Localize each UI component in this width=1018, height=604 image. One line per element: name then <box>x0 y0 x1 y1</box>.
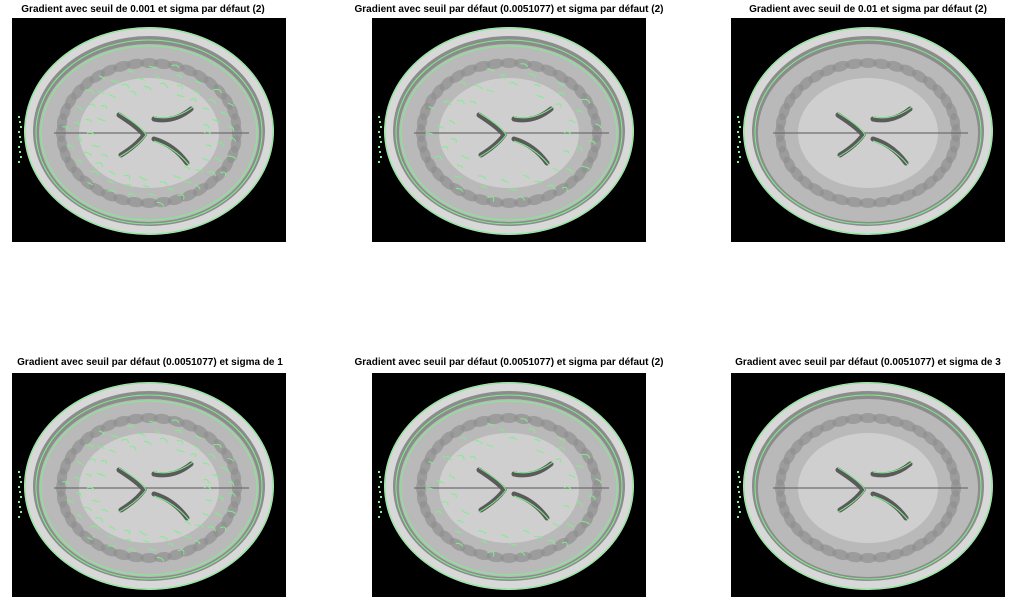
panel-title: Gradient avec seuil par défaut (0.005107… <box>17 357 283 368</box>
edge-overlay <box>743 382 993 590</box>
edge-overlay <box>384 27 634 235</box>
panel-title: Gradient avec seuil par défaut (0.005107… <box>354 357 664 368</box>
brain-mri-image <box>372 18 646 242</box>
edge-overlay <box>384 382 634 590</box>
brain-mri-image <box>731 373 1005 597</box>
edge-overlay <box>743 27 993 235</box>
edge-overlay <box>24 27 274 235</box>
brain-mri-image <box>12 18 286 242</box>
brain-mri-image <box>12 373 286 597</box>
panel-title: Gradient avec seuil de 0.01 et sigma par… <box>749 4 987 15</box>
brain-mri-image <box>372 373 646 597</box>
panel-title: Gradient avec seuil par défaut (0.005107… <box>354 4 664 15</box>
panel-title: Gradient avec seuil par défaut (0.005107… <box>735 357 1001 368</box>
edge-overlay <box>24 382 274 590</box>
panel-title: Gradient avec seuil de 0.001 et sigma pa… <box>21 4 265 15</box>
brain-mri-image <box>731 18 1005 242</box>
